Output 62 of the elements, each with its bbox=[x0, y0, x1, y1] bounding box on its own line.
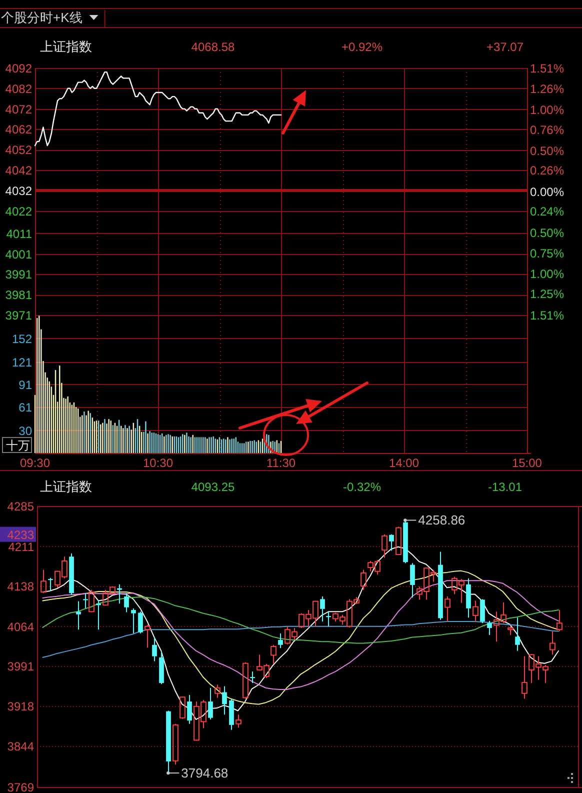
y2-tick-label: 0.24% bbox=[530, 204, 564, 219]
text: -0.32% bbox=[342, 480, 382, 494]
text: +37.07 bbox=[486, 40, 524, 54]
x-tick-label: 10:30 bbox=[142, 456, 174, 470]
axis-unit: 十万 bbox=[2, 437, 32, 453]
text: 4093.25 bbox=[191, 480, 236, 494]
y2-tick-label: 1.00% bbox=[530, 103, 564, 118]
x-tick-label: 11:30 bbox=[266, 456, 296, 470]
axis-readout: 4233 bbox=[0, 526, 36, 542]
x-tick-label: 15:00 bbox=[512, 456, 542, 470]
y-axis-title: 十万 bbox=[6, 438, 30, 452]
y2-tick-label: 0.00% bbox=[530, 185, 564, 199]
y-tick-label: 91 bbox=[18, 378, 32, 392]
y2-tick-label: 1.25% bbox=[530, 287, 564, 302]
y2-tick-label: 1.00% bbox=[530, 266, 564, 281]
y2-tick-label: 0.50% bbox=[530, 144, 564, 158]
y-tick-label: 4082 bbox=[5, 82, 32, 96]
y2-tick-label: 1.51% bbox=[530, 308, 564, 322]
y-tick-label: 121 bbox=[12, 355, 32, 370]
text: +0.92% bbox=[341, 40, 383, 54]
y2-tick-label: 0.76% bbox=[530, 122, 564, 137]
y-tick-label: 4011 bbox=[6, 226, 32, 241]
y-tick-label: 4211 bbox=[8, 540, 34, 554]
y-tick-label: 4072 bbox=[5, 102, 32, 116]
y-tick-label: 3981 bbox=[5, 288, 32, 302]
y2-tick-label: 0.26% bbox=[530, 164, 564, 178]
text: 4068.58 bbox=[191, 40, 236, 54]
y-tick-label: 3918 bbox=[7, 699, 34, 714]
y-tick-label: 4062 bbox=[5, 122, 32, 137]
y2-tick-label: 0.75% bbox=[530, 246, 564, 260]
toolbar: 个股分时+K线 bbox=[1, 10, 106, 28]
y-tick-label: 4285 bbox=[7, 500, 34, 514]
text: -13.01 bbox=[488, 480, 522, 494]
y-tick-label: 4032 bbox=[5, 184, 32, 198]
y-tick-label: 4138 bbox=[7, 580, 34, 594]
y-tick-label: 3769 bbox=[7, 780, 34, 793]
y-tick-label: 3971 bbox=[5, 308, 32, 322]
y2-tick-label: 1.51% bbox=[530, 62, 564, 76]
y-tick-label: 4042 bbox=[5, 164, 32, 178]
chart-title: 上证指数 bbox=[40, 479, 92, 494]
y-tick-label: 30 bbox=[18, 424, 32, 438]
value-pointer: 3794.68 bbox=[166, 766, 228, 781]
y-tick-label: 4052 bbox=[5, 143, 32, 158]
y-tick-label: 3991 bbox=[5, 268, 32, 282]
y2-tick-label: 0.50% bbox=[530, 226, 564, 240]
annotation: 4258.86 bbox=[418, 512, 466, 528]
annotation: 3794.68 bbox=[181, 766, 228, 781]
value-pointer: 4258.86 bbox=[404, 512, 466, 528]
y-tick-label: 4233 bbox=[7, 528, 34, 542]
chart-subtitle: 上证指数 bbox=[40, 39, 92, 54]
y-tick-label: 3991 bbox=[7, 660, 34, 674]
y-tick-label: 4092 bbox=[5, 62, 32, 76]
y2-tick-label: 1.26% bbox=[530, 82, 564, 96]
x-tick-label: 14:00 bbox=[388, 456, 420, 470]
y-tick-label: 4001 bbox=[5, 247, 32, 262]
x-tick-label: 09:30 bbox=[20, 456, 50, 470]
y-tick-label: 4022 bbox=[5, 204, 32, 218]
y-tick-label: 3844 bbox=[7, 740, 34, 754]
chart-title: 个股分时+K线 bbox=[1, 10, 82, 25]
y-tick-label: 152 bbox=[12, 332, 32, 346]
y-tick-label: 4064 bbox=[7, 620, 34, 634]
y-tick-label: 61 bbox=[18, 400, 32, 414]
